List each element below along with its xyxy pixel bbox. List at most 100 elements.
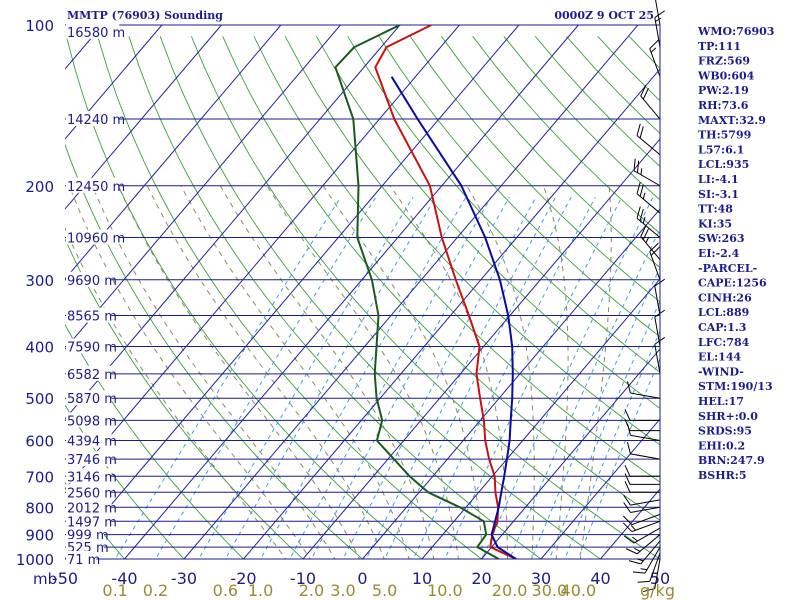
wind-barb-half-flag xyxy=(640,168,643,175)
sounding-index: MAXT:32.9 xyxy=(698,114,766,127)
wind-barb xyxy=(626,381,661,399)
height-labels: 16580 m 14240 m 12450 m 10960 m 9690 m 8565 m… xyxy=(66,23,125,568)
wind-barb-staff xyxy=(636,534,661,555)
mixing-ratio-line xyxy=(548,300,660,559)
wind-barb-flag xyxy=(640,225,647,237)
wind-barb-staff xyxy=(640,540,661,565)
wind-barb xyxy=(624,465,660,477)
wind-barb-flag xyxy=(628,560,641,565)
moist-adiabat-line xyxy=(389,185,508,559)
wind-barb xyxy=(640,84,661,120)
isotherm-line xyxy=(243,68,660,559)
wind-barb-staff xyxy=(636,135,661,156)
wind-barb-staff xyxy=(636,193,661,214)
temperature-tick-labels: -50 -40 -30 -20 -10 0 10 20 30 40 50 xyxy=(52,569,670,588)
height-label-background xyxy=(66,307,112,323)
moist-adiabat-line xyxy=(542,185,569,559)
pressure-tick-labels: 100 200 300 400 500 600 700 800 900 1000 xyxy=(16,17,54,569)
isotherm-line xyxy=(540,418,660,559)
wind-barb-flag xyxy=(650,246,661,256)
temperature-profile xyxy=(374,25,517,559)
sounding-index: LCL:935 xyxy=(698,158,749,171)
wind-barb xyxy=(632,546,661,574)
wind-barb-flag xyxy=(636,123,641,136)
wind-barb-flag xyxy=(622,515,633,525)
sounding-index: KI:35 xyxy=(698,217,732,230)
pressure-tick-label: 700 xyxy=(25,468,54,486)
height-label: 14240 m xyxy=(67,113,125,128)
isotherm-line xyxy=(124,25,579,559)
wind-barb-half-flag xyxy=(640,568,648,571)
moist-adiabat-line xyxy=(219,185,435,559)
isotherm-line xyxy=(302,138,660,559)
dry-adiabat-line xyxy=(253,36,660,483)
isobars xyxy=(65,24,660,560)
wind-barb-flag xyxy=(625,548,638,555)
height-label-background xyxy=(66,451,112,467)
temperature-tick-label: 20 xyxy=(471,569,491,588)
pressure-tick-label: 600 xyxy=(25,433,54,451)
mixing-ratio-tick-label: 10.0 xyxy=(427,581,463,600)
dry-adiabats xyxy=(65,35,660,559)
wind-barb-flag xyxy=(640,84,647,97)
isotherm-line xyxy=(481,348,660,559)
wind-barb-staff xyxy=(654,558,661,589)
wind-barb xyxy=(642,558,661,593)
mixing-ratio-tick-label: 0.2 xyxy=(143,581,168,600)
height-label: 9690 m xyxy=(67,274,117,289)
moist-adiabat-line xyxy=(68,185,311,559)
wind-barb-flag xyxy=(649,242,659,252)
temperature-tick-label: -10 xyxy=(290,569,316,588)
pressure-tick-label: 800 xyxy=(25,499,54,517)
wind-barb-flag xyxy=(623,502,631,513)
sounding-index: SHR+:0.0 xyxy=(698,410,758,423)
height-label-background xyxy=(66,111,120,127)
mixing-ratio-line xyxy=(224,196,437,559)
wind-barb-flag xyxy=(623,535,635,544)
dry-adiabat-line xyxy=(347,36,660,373)
wind-barb-half-flag xyxy=(632,536,638,542)
sounding-index: TH:5799 xyxy=(698,129,751,142)
wind-barb-flag xyxy=(626,442,631,455)
temperature-tick-label: 10 xyxy=(412,569,432,588)
height-label: 2012 m xyxy=(67,501,117,516)
wind-barb-staff xyxy=(630,434,661,442)
height-label: 7590 m xyxy=(67,341,117,356)
height-label-background xyxy=(66,526,104,542)
temperature-tick-label: -40 xyxy=(111,569,137,588)
wind-barb xyxy=(649,242,661,280)
pressure-tick-label: 500 xyxy=(25,390,54,408)
height-label: 2560 m xyxy=(67,486,117,501)
isotherm-line xyxy=(65,25,282,280)
wind-barb-staff xyxy=(644,546,661,574)
dry-adiabat-line xyxy=(128,36,542,559)
wind-barb xyxy=(623,502,661,513)
temperature-tick-label: 40 xyxy=(590,569,610,588)
wind-barb xyxy=(624,409,660,421)
height-label-background xyxy=(66,551,97,566)
wind-barb-flag xyxy=(642,228,649,240)
dry-adiabat-line xyxy=(378,36,660,338)
sounding-index: CAP:1.3 xyxy=(698,321,746,334)
sounding-index: SI:-3.1 xyxy=(698,188,739,201)
temperature-tick-label: -20 xyxy=(230,569,256,588)
wind-barb-staff xyxy=(654,344,661,374)
wind-barb-flag xyxy=(623,494,631,506)
wind-barb xyxy=(624,481,660,493)
height-label-background xyxy=(66,484,112,500)
sounding-index: LI:-4.1 xyxy=(698,173,739,186)
wind-barb-flag xyxy=(622,522,633,532)
wind-barb-staff xyxy=(630,506,661,513)
temperature-tick-label: 50 xyxy=(650,569,670,588)
mixing-ratio-tick-label: 20.0 xyxy=(492,581,528,600)
sounding-index: RH:73.6 xyxy=(698,99,749,112)
wind-barb xyxy=(654,10,666,48)
sounding-index: WMO:76903 xyxy=(697,25,774,38)
dry-adiabat-line xyxy=(284,36,660,446)
isotherm-line xyxy=(65,25,401,420)
wind-barb-half-flag xyxy=(645,236,650,243)
mixing-ratio-tick-label: 5.0 xyxy=(372,581,397,600)
wind-barb-staff xyxy=(640,236,661,260)
moist-adiabat-line xyxy=(322,185,484,559)
